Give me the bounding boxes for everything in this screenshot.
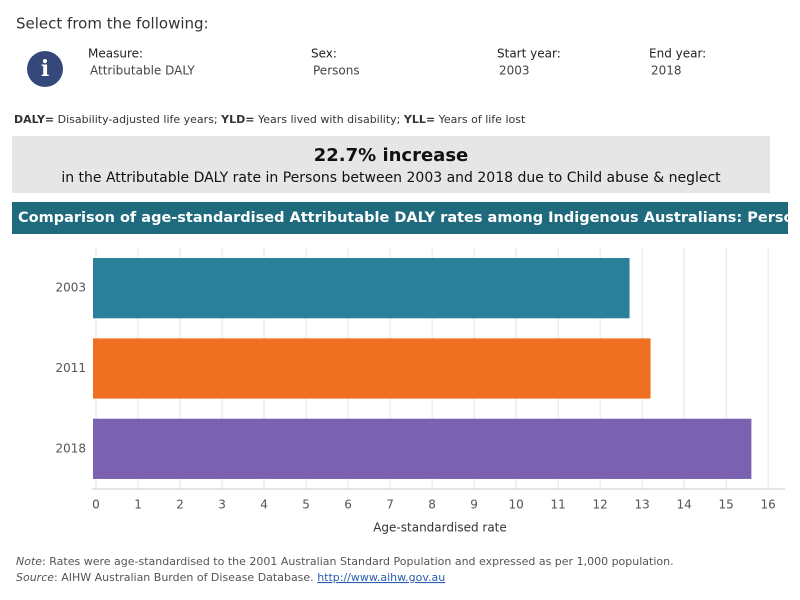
x-tick-label: 9: [470, 498, 478, 512]
x-tick-label: 6: [344, 498, 352, 512]
source-label: Source: [16, 571, 54, 584]
x-tick-label: 15: [719, 498, 734, 512]
x-tick-label: 14: [677, 498, 692, 512]
y-tick-label: 2018: [55, 441, 86, 455]
x-tick-label: 5: [302, 498, 310, 512]
x-tick-label: 16: [761, 498, 776, 512]
filter-value: 2003: [499, 64, 530, 78]
source: Source: AIHW Australian Burden of Diseas…: [16, 571, 445, 584]
definition-term: YLL=: [403, 113, 435, 126]
info-icon[interactable]: [27, 51, 63, 87]
filter-label: End year:: [649, 47, 706, 61]
bar: [93, 258, 630, 319]
definition-term: YLD=: [220, 113, 254, 126]
definition-text: Disability-adjusted life years;: [54, 113, 221, 126]
summary-headline: 22.7% increase: [314, 145, 469, 166]
x-tick-label: 7: [386, 498, 394, 512]
x-axis-label: Age-standardised rate: [373, 521, 507, 535]
note-label: Note: [16, 555, 42, 568]
x-tick-label: 1: [134, 498, 142, 512]
definition-text: Years lived with disability;: [254, 113, 403, 126]
summary-box: [12, 136, 770, 193]
note-text: : Rates were age-standardised to the 200…: [42, 555, 674, 568]
x-tick-label: 8: [428, 498, 436, 512]
summary-detail: in the Attributable DALY rate in Persons…: [61, 170, 721, 186]
filter-label: Sex:: [311, 47, 337, 61]
filters: Measure: Attributable DALY Sex: Persons Star…: [88, 47, 706, 78]
prompt: Select from the following:: [16, 15, 209, 33]
filter-value: Persons: [313, 64, 360, 78]
x-tick-label: 2: [176, 498, 184, 512]
chart-banner: [12, 202, 788, 234]
chart-title: Comparison of age-standardised Attributa…: [18, 210, 800, 226]
filter-value: Attributable DALY: [90, 64, 195, 78]
x-tick-label: 12: [593, 498, 608, 512]
definition-term: DALY=: [14, 113, 54, 126]
y-tick-label: 2011: [55, 361, 86, 375]
x-tick-label: 4: [260, 498, 268, 512]
source-text: : AIHW Australian Burden of Disease Data…: [54, 571, 317, 584]
bar: [93, 338, 651, 399]
y-tick-label: 2003: [55, 281, 86, 295]
definition-text: Years of life lost: [435, 113, 526, 126]
x-tick-label: 13: [635, 498, 650, 512]
x-tick-label: 0: [92, 498, 100, 512]
info-glyph: i: [41, 56, 49, 82]
filter-label: Measure:: [88, 47, 143, 61]
definitions: DALY= Disability-adjusted life years; YL…: [14, 113, 526, 126]
x-tick-label: 11: [550, 498, 565, 512]
x-tick-label: 10: [508, 498, 523, 512]
filter-label: Start year:: [497, 47, 561, 61]
x-tick-label: 3: [218, 498, 226, 512]
note: Note: Rates were age-standardised to the…: [16, 555, 674, 568]
filter-value: 2018: [651, 64, 682, 78]
bar: [93, 418, 752, 479]
source-link[interactable]: http://www.aihw.gov.au: [317, 571, 445, 584]
